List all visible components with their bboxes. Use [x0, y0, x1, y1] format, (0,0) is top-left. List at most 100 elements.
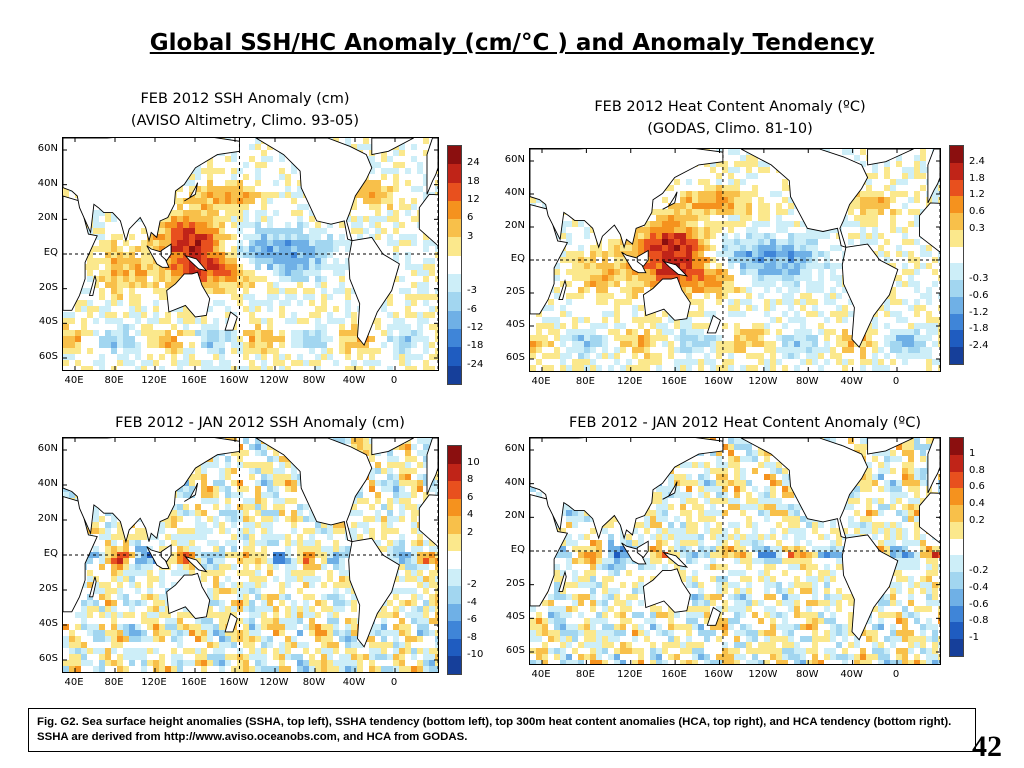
longitude-label: 120W: [748, 669, 778, 680]
panel-title-line1: FEB 2012 - JAN 2012 SSH Anomaly (cm): [115, 415, 405, 431]
latitude-label: 20S: [505, 286, 525, 297]
colorbar-swatch: [448, 164, 461, 183]
latitude-label: 60S: [38, 653, 58, 664]
colorbar-tick-label: 12: [467, 193, 480, 205]
anomaly-field-svg: [530, 149, 940, 371]
anomaly-map: [62, 137, 439, 371]
colorbar-tick-label: -6: [467, 614, 477, 626]
colorbar-tick-label: -0.4: [969, 581, 989, 593]
colorbar-swatch: [950, 263, 963, 281]
latitude-label: 20S: [38, 583, 58, 594]
colorbar-tick-label: 18: [467, 175, 480, 187]
colorbar-swatch: [950, 521, 963, 539]
slide-title: Global SSH/HC Anomaly (cm/°C ) and Anoma…: [149, 30, 875, 56]
anomaly-field-svg: [63, 138, 438, 370]
longitude-label: 40W: [342, 375, 366, 386]
colorbar-swatch: [448, 638, 461, 657]
latitude-label: 40N: [504, 476, 525, 488]
colorbar-swatch: [950, 162, 963, 180]
longitude-label: 80E: [104, 677, 124, 688]
colorbar-swatch: [448, 603, 461, 622]
anomaly-map: [529, 437, 941, 665]
colorbar-swatch: [448, 146, 461, 165]
latitude-label: 20S: [505, 577, 525, 589]
panel-title-line1: FEB 2012 Heat Content Anomaly (ºC): [594, 99, 866, 115]
colorbar-swatch: [950, 330, 963, 348]
longitude-label: 80E: [104, 375, 124, 386]
latitude-label: 40N: [37, 478, 58, 489]
colorbar: [949, 145, 964, 365]
colorbar: [447, 445, 462, 675]
colorbar-swatch: [950, 213, 963, 230]
anomaly-field-svg: [530, 438, 940, 664]
colorbar-swatch: [950, 588, 963, 606]
colorbar-swatch: [950, 196, 963, 214]
colorbar-swatch: [448, 656, 461, 674]
colorbar-swatch: [448, 310, 461, 329]
panel-title: FEB 2012 SSH Anomaly (cm) (AVISO Altimetr…: [130, 88, 360, 132]
longitude-label: 80W: [795, 376, 819, 387]
colorbar-tick-label: -0.2: [969, 565, 989, 577]
longitude-label: 80W: [302, 677, 326, 688]
panel-title: FEB 2012 - JAN 2012 SSH Anomaly (cm): [95, 412, 425, 434]
colorbar-swatch: [448, 347, 461, 366]
colorbar-swatch: [448, 365, 461, 384]
longitude-label: 80E: [575, 376, 595, 387]
colorbar-tick-label: 0.4: [969, 498, 985, 510]
colorbar-swatch: [950, 313, 963, 331]
colorbar-tick-label: 0.2: [969, 514, 985, 526]
colorbar-tick-label: -2.4: [969, 340, 989, 352]
longitude-label: 80W: [302, 375, 326, 386]
colorbar-swatch: [448, 481, 461, 499]
latitude-label: 20N: [504, 220, 525, 231]
anomaly-field-svg: [63, 438, 438, 672]
colorbar-tick-label: -2: [467, 579, 477, 591]
colorbar-tick-label: 0.6: [969, 481, 985, 493]
colorbar-tick-label: 6: [467, 212, 474, 224]
colorbar-tick-label: -3: [467, 285, 477, 297]
latitude-label: 20N: [37, 212, 58, 224]
longitude-label: 40W: [840, 669, 863, 680]
anomaly-map: [62, 437, 439, 673]
latitude-label: 20N: [504, 510, 525, 522]
colorbar-tick-label: 10: [467, 456, 480, 468]
colorbar-swatch: [448, 551, 461, 569]
colorbar-tick-label: 8: [467, 474, 474, 486]
colorbar-tick-label: 0.8: [969, 464, 985, 476]
colorbar-swatch: [448, 292, 461, 311]
colorbar-tick-label: 2: [467, 526, 474, 538]
colorbar-tick-label: -24: [467, 358, 484, 370]
colorbar-swatch: [950, 555, 963, 573]
latitude-label: 60S: [38, 351, 58, 362]
longitude-label: 40W: [840, 376, 863, 387]
latitude-label: 60N: [504, 443, 525, 454]
latitude-label: 40N: [504, 187, 525, 198]
colorbar-tick-label: 6: [467, 491, 474, 503]
page-number: 42: [972, 730, 1002, 763]
longitude-label: 40W: [342, 677, 366, 688]
colorbar-swatch: [448, 568, 461, 587]
colorbar-tick-label: -12: [467, 322, 484, 334]
longitude-label: 40E: [64, 375, 84, 386]
longitude-label: 120E: [141, 677, 167, 688]
colorbar-swatch: [448, 621, 461, 639]
colorbar-swatch: [448, 255, 461, 275]
latitude-label: 60S: [505, 352, 525, 363]
colorbar-swatch: [950, 622, 963, 640]
longitude-label: 160W: [704, 669, 733, 680]
panel-title-line2: (AVISO Altimetry, Climo. 93-05): [130, 113, 360, 129]
longitude-label: 160E: [661, 376, 687, 387]
colorbar-swatch: [950, 246, 963, 264]
colorbar-swatch: [950, 280, 963, 297]
longitude-label: 160W: [704, 376, 733, 387]
longitude-label: 120W: [259, 375, 289, 386]
panel-title-line2: (GODAS, Climo. 81-10): [647, 121, 813, 137]
longitude-label: 40E: [531, 376, 551, 387]
colorbar-swatch: [950, 296, 963, 314]
colorbar-swatch: [950, 605, 963, 623]
colorbar-swatch: [950, 505, 963, 522]
colorbar-tick-label: 0.6: [969, 206, 985, 218]
colorbar-swatch: [950, 538, 963, 556]
colorbar-tick-label: 1.2: [969, 189, 985, 201]
latitude-label: 60N: [37, 143, 58, 154]
